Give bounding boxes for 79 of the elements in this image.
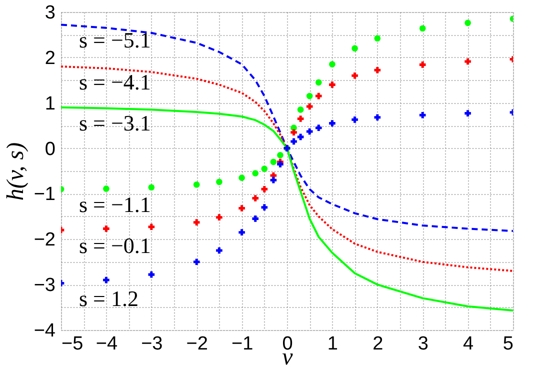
point (290, 129, 297, 136)
point (352, 72, 358, 79)
point (238, 229, 245, 236)
point (374, 35, 381, 42)
point (277, 161, 284, 168)
point (261, 186, 268, 192)
point (148, 224, 155, 230)
point (464, 110, 471, 116)
point (270, 176, 277, 184)
y-tick-label: −3 (34, 275, 56, 296)
y-tick-label: 2 (44, 48, 56, 69)
series-label: s = −1.1 (79, 192, 151, 218)
y-tick-label: −1 (34, 184, 56, 206)
x-tick-label: −2 (186, 334, 208, 354)
point (315, 79, 322, 86)
x-tick-label: 2 (372, 334, 384, 354)
point (329, 82, 336, 88)
point (252, 195, 259, 202)
x-tick-label: 1 (327, 334, 338, 354)
point (306, 103, 313, 110)
line-series (61, 66, 513, 272)
point (374, 114, 381, 121)
point (238, 205, 245, 212)
point (261, 204, 268, 211)
point (216, 214, 222, 220)
point (297, 134, 304, 140)
point (329, 120, 336, 126)
point (464, 58, 471, 65)
x-tick-label: −4 (96, 334, 118, 354)
point (193, 258, 200, 266)
x-tick-label: 5 (502, 334, 514, 354)
point (148, 184, 155, 191)
y-tick-label: 1 (44, 93, 56, 114)
series-label: s = −4.1 (79, 70, 151, 95)
series-label: s = 1.2 (79, 286, 138, 312)
point (252, 170, 259, 176)
point (238, 174, 245, 181)
x-tick-label: −5 (62, 334, 84, 354)
point (419, 62, 426, 68)
line-series (61, 106, 513, 312)
x-tick-label: 3 (418, 334, 428, 354)
point (277, 152, 284, 158)
point (252, 216, 259, 222)
point (315, 92, 322, 100)
point (193, 181, 200, 188)
y-tick-label: 3 (44, 2, 56, 24)
y-tick-label: −4 (34, 320, 56, 342)
point (103, 186, 110, 192)
point (290, 138, 297, 145)
point (352, 116, 358, 123)
point (297, 106, 304, 113)
point (270, 158, 277, 166)
point (374, 66, 381, 74)
point (306, 128, 313, 135)
x-tick-label: 4 (463, 334, 474, 354)
point (419, 112, 426, 118)
series-label: s = −3.1 (79, 110, 151, 136)
point (306, 92, 313, 100)
point (216, 247, 222, 254)
y-tick-label: 0 (44, 138, 56, 160)
y-axis-title: h(v, s) (2, 142, 29, 201)
point (216, 178, 222, 186)
point (315, 124, 322, 132)
point (103, 276, 110, 284)
point (103, 226, 110, 232)
point (193, 219, 200, 226)
point (261, 166, 268, 172)
point (329, 61, 336, 68)
point (464, 20, 471, 26)
y-tick-label: −2 (34, 230, 56, 251)
x-tick-label: −1 (231, 334, 254, 354)
point (352, 45, 358, 52)
point (148, 271, 155, 278)
series-label: s = −5.1 (79, 28, 151, 53)
series-label: s = −0.1 (79, 233, 151, 258)
line-series (61, 24, 513, 232)
point (297, 116, 304, 122)
point (419, 25, 426, 32)
x-tick-label: −3 (141, 334, 163, 354)
